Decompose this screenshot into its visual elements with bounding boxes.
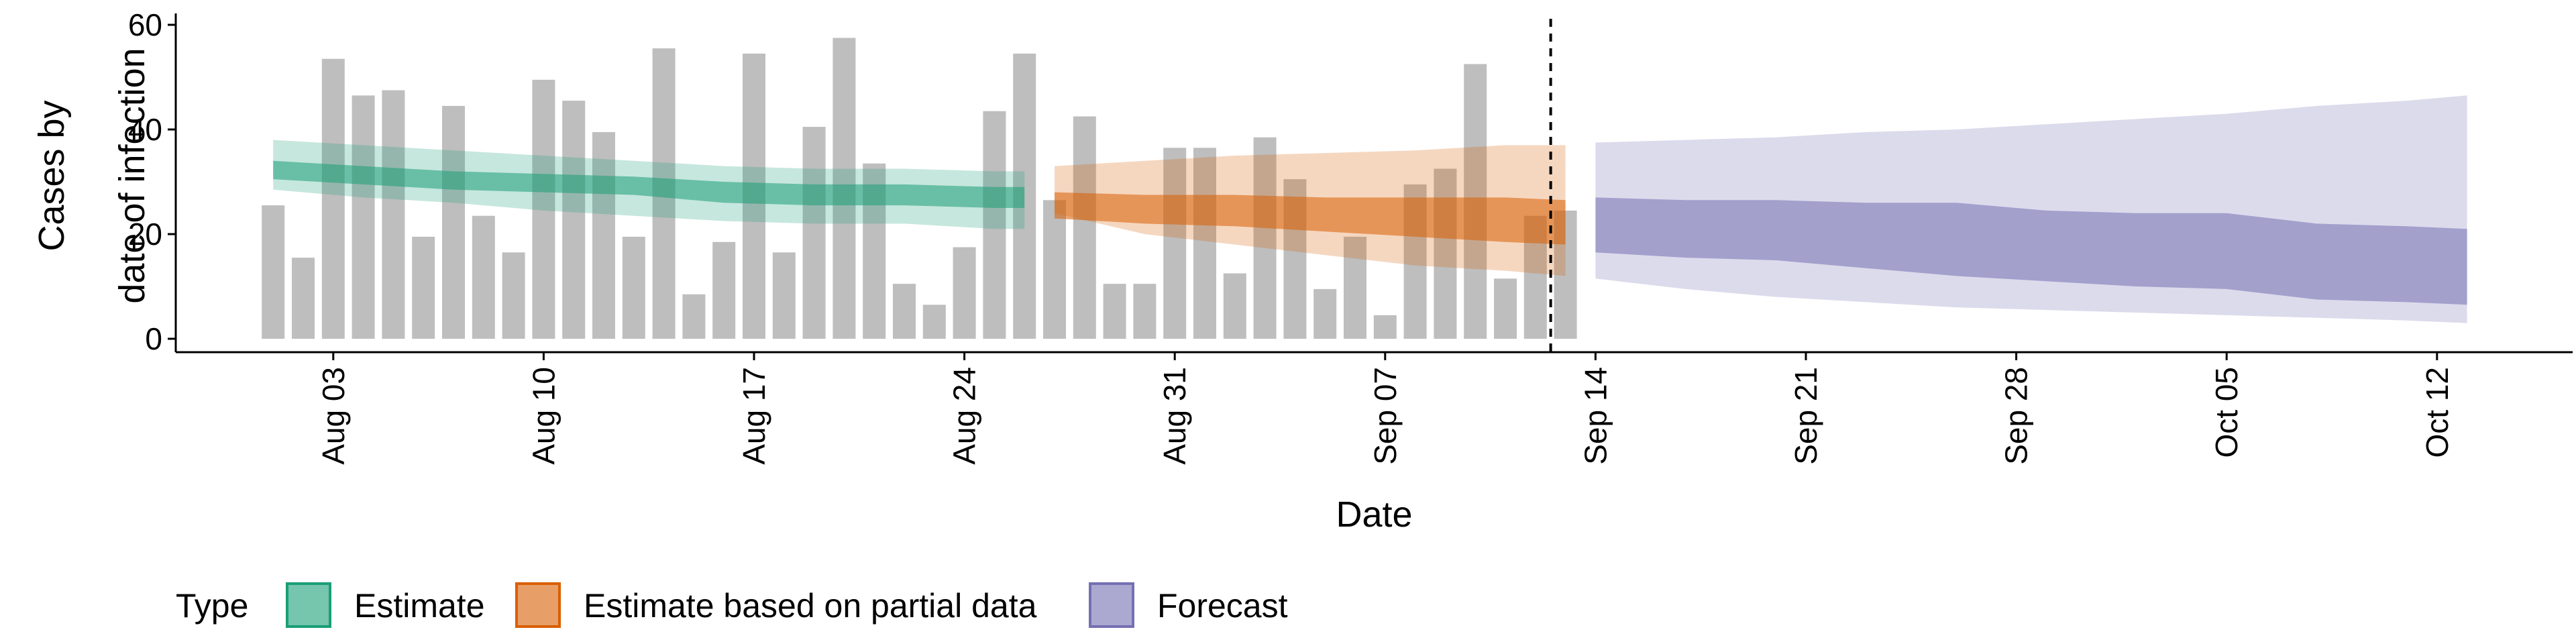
ribbon-inner — [1595, 197, 2467, 305]
case-bar — [592, 131, 615, 339]
series-estimate-based-on-partial-data — [1055, 145, 1566, 276]
series-forecast — [1595, 95, 2467, 323]
case-bar — [622, 236, 645, 339]
case-bar — [502, 252, 525, 339]
axes-layer: 0 20 40 60 Aug 03 Aug 10 Aug 17 Aug 24 Aug 31 Sep… — [128, 7, 2573, 465]
case-bar — [682, 294, 706, 339]
y-tick-label: 20 — [128, 217, 162, 252]
legend-label: Forecast — [1157, 587, 1288, 625]
x-tick-label: Sep 28 — [1999, 367, 2034, 465]
x-tick-label: Aug 10 — [526, 367, 561, 465]
case-bar — [412, 236, 435, 339]
legend-label: Estimate — [354, 587, 485, 625]
case-bar — [922, 305, 946, 339]
x-tick-label: Sep 21 — [1788, 367, 1823, 465]
x-tick-label: Sep 14 — [1578, 367, 1613, 465]
case-bar — [321, 58, 345, 339]
x-tick-label: Aug 17 — [737, 367, 771, 465]
legend-item-forecast: Forecast — [1089, 582, 1288, 628]
case-bar — [983, 111, 1006, 339]
case-bar — [1313, 288, 1337, 339]
legend-swatch — [515, 582, 561, 628]
ribbons-layer — [273, 95, 2467, 323]
y-tick-label: 60 — [128, 7, 162, 42]
legend-item-estimate-based-on-partial-data: Estimate based on partial data — [515, 582, 1037, 628]
case-bar — [352, 95, 375, 339]
y-tick-label: 0 — [145, 321, 162, 356]
legend-title: Type — [176, 587, 248, 625]
ribbon-inner — [1055, 192, 1566, 245]
case-bar — [1434, 168, 1457, 339]
x-axis-title: Date — [1336, 494, 1412, 535]
case-bar — [1073, 116, 1096, 339]
x-tick-label: Aug 31 — [1157, 367, 1192, 465]
ribbon-inner — [273, 160, 1025, 208]
case-bar — [262, 205, 285, 339]
case-bar — [1344, 236, 1366, 339]
case-bar — [1043, 200, 1066, 339]
x-tick-label: Aug 24 — [947, 367, 982, 465]
case-bar — [893, 284, 916, 339]
case-bar — [712, 241, 736, 339]
y-axis-title: Cases by date of infection — [32, 48, 152, 303]
legend-swatch — [1089, 582, 1134, 628]
case-bar — [1223, 273, 1246, 339]
x-tick-label: Sep 07 — [1368, 367, 1403, 465]
case-bar — [1373, 315, 1397, 339]
series-estimate — [273, 140, 1025, 229]
x-tick-label: Oct 12 — [2420, 367, 2455, 458]
case-bar — [772, 252, 796, 339]
legend-item-estimate: Estimate — [286, 582, 485, 628]
x-tick-label: Aug 03 — [316, 367, 351, 465]
case-bar — [1494, 278, 1517, 339]
case-bar — [292, 258, 315, 339]
case-bar — [442, 105, 465, 339]
y-tick-label: 40 — [128, 112, 162, 147]
legend-label: Estimate based on partial data — [584, 587, 1037, 625]
case-bar — [953, 247, 976, 339]
legend: Type Estimate Estimate based on partial da… — [176, 582, 1288, 628]
case-bar — [1133, 284, 1157, 339]
case-bar — [382, 90, 405, 339]
case-bar — [562, 101, 586, 339]
case-bar — [1253, 137, 1277, 339]
case-bar — [1163, 148, 1187, 339]
case-bar — [532, 79, 555, 339]
legend-swatch — [286, 582, 331, 628]
case-bar — [1103, 284, 1126, 339]
case-bar — [472, 215, 495, 339]
x-tick-label: Oct 05 — [2209, 367, 2244, 458]
case-bar — [1193, 148, 1216, 339]
case-bar — [802, 127, 826, 339]
